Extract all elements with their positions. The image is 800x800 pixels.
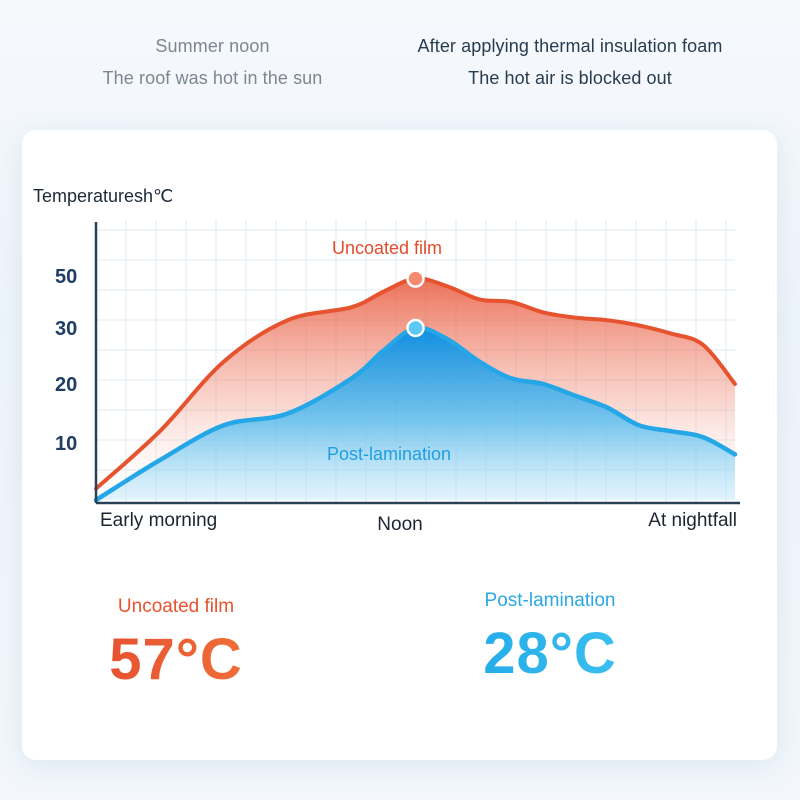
laminated-stat-label: Post-lamination	[484, 590, 616, 611]
y-tick-label: 30	[55, 318, 77, 340]
y-tick-label: 20	[55, 374, 77, 396]
laminated-stat: Post-lamination 28°C	[420, 590, 680, 687]
uncoated-stat: Uncoated film 57°C	[46, 596, 306, 693]
y-tick-labels: 50 30 20 10	[55, 266, 77, 455]
left-caption-line2: The roof was hot in the sun	[102, 68, 323, 88]
left-caption-line1: Summer noon	[155, 36, 270, 56]
y-tick-label: 50	[55, 266, 77, 288]
post-lamination-peak-marker	[406, 318, 425, 338]
left-caption: Summer noon The roof was hot in the sun	[80, 30, 345, 94]
x-tick-label: Noon	[377, 514, 422, 535]
laminated-stat-value: 28°C	[420, 620, 680, 687]
chart-markers	[406, 269, 425, 338]
post-lamination-area	[96, 327, 735, 500]
x-tick-label: At nightfall	[648, 510, 737, 531]
uncoated-stat-value: 57°C	[46, 626, 306, 693]
y-axis-label: Temperaturesh℃	[33, 186, 173, 206]
x-tick-label: Early morning	[100, 510, 217, 531]
x-tick-labels: Early morning Noon At nightfall	[100, 510, 737, 535]
chart-areas	[93, 276, 738, 503]
right-caption-line1: After applying thermal insulation foam	[417, 36, 723, 56]
chart-axes	[94, 222, 740, 505]
series-labels: Uncoated film Post-lamination	[327, 238, 451, 464]
uncoated-stat-label: Uncoated film	[117, 596, 235, 617]
post-lamination-series-label: Post-lamination	[327, 444, 451, 464]
uncoated-film-line	[94, 276, 737, 491]
right-caption: After applying thermal insulation foam T…	[395, 30, 745, 94]
y-tick-label: 10	[55, 433, 77, 455]
uncoated-film-peak-marker	[406, 269, 425, 288]
right-caption-line2: The hot air is blocked out	[468, 68, 672, 88]
post-lamination-line	[93, 325, 738, 503]
uncoated-film-series-label: Uncoated film	[332, 238, 442, 258]
